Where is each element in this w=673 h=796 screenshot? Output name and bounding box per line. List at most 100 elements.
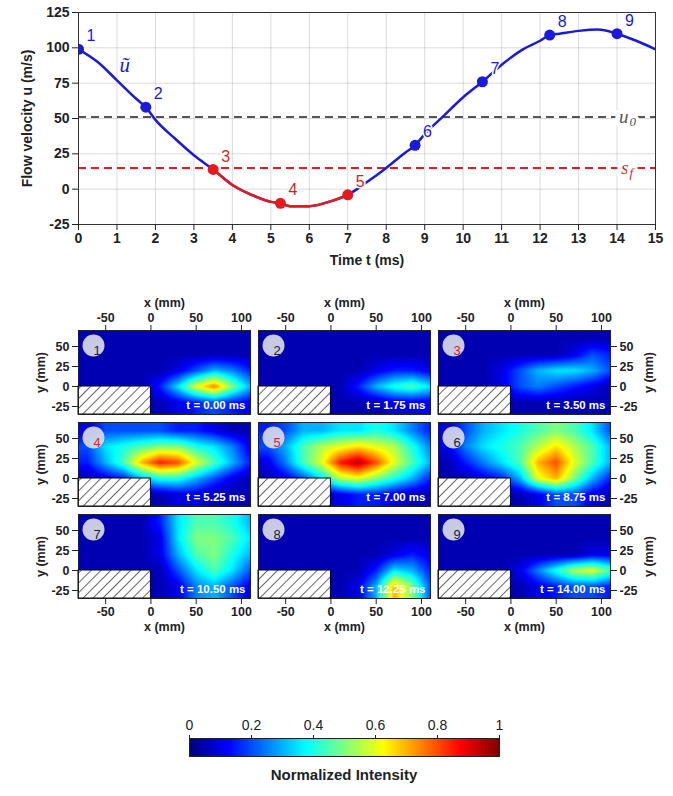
svg-text:-50: -50 xyxy=(277,605,295,619)
svg-text:10: 10 xyxy=(455,230,471,246)
svg-text:3: 3 xyxy=(190,230,198,246)
svg-text:y (mm): y (mm) xyxy=(642,352,656,393)
svg-text:100: 100 xyxy=(231,311,252,325)
svg-text:4: 4 xyxy=(94,435,101,450)
svg-text:0.8: 0.8 xyxy=(428,717,448,733)
svg-text:0.6: 0.6 xyxy=(366,717,386,733)
svg-text:0: 0 xyxy=(147,605,154,619)
svg-text:u: u xyxy=(619,106,629,127)
svg-text:f: f xyxy=(630,165,636,180)
svg-text:0: 0 xyxy=(507,605,514,619)
svg-text:y (mm): y (mm) xyxy=(34,444,48,485)
svg-text:50: 50 xyxy=(549,605,563,619)
svg-text:7: 7 xyxy=(490,60,499,77)
svg-text:100: 100 xyxy=(411,311,432,325)
svg-text:125: 125 xyxy=(46,4,70,20)
svg-text:t = 10.50 ms: t = 10.50 ms xyxy=(180,583,246,595)
svg-text:t = 14.00 ms: t = 14.00 ms xyxy=(540,583,606,595)
svg-text:t = 3.50 ms: t = 3.50 ms xyxy=(546,399,605,411)
svg-text:12: 12 xyxy=(532,230,548,246)
svg-text:-50: -50 xyxy=(457,311,475,325)
svg-text:-50: -50 xyxy=(457,605,475,619)
svg-text:5: 5 xyxy=(267,230,275,246)
svg-text:0: 0 xyxy=(62,181,70,197)
svg-text:0: 0 xyxy=(186,717,194,733)
svg-text:25: 25 xyxy=(620,544,634,558)
svg-text:25: 25 xyxy=(620,360,634,374)
svg-text:8: 8 xyxy=(382,230,390,246)
svg-text:100: 100 xyxy=(591,311,612,325)
svg-text:t = 8.75 ms: t = 8.75 ms xyxy=(546,491,605,503)
svg-text:-25: -25 xyxy=(51,400,69,414)
svg-text:x (mm): x (mm) xyxy=(324,620,365,634)
svg-text:6: 6 xyxy=(305,230,313,246)
svg-text:100: 100 xyxy=(46,39,70,55)
svg-text:s: s xyxy=(621,157,628,178)
svg-text:25: 25 xyxy=(56,360,70,374)
svg-text:4: 4 xyxy=(288,181,297,198)
svg-text:y (mm): y (mm) xyxy=(34,352,48,393)
svg-text:14: 14 xyxy=(609,230,625,246)
svg-text:0: 0 xyxy=(75,230,83,246)
svg-text:t = 0.00 ms: t = 0.00 ms xyxy=(186,399,245,411)
svg-text:ũ: ũ xyxy=(119,53,130,77)
svg-text:0: 0 xyxy=(63,564,70,578)
svg-text:50: 50 xyxy=(620,524,634,538)
svg-text:2: 2 xyxy=(154,85,163,102)
svg-text:0: 0 xyxy=(63,472,70,486)
svg-text:0.4: 0.4 xyxy=(304,717,324,733)
svg-text:50: 50 xyxy=(56,524,70,538)
svg-text:100: 100 xyxy=(411,605,432,619)
svg-text:Time t (ms): Time t (ms) xyxy=(330,252,404,268)
svg-text:75: 75 xyxy=(54,75,70,91)
svg-text:x (mm): x (mm) xyxy=(144,620,185,634)
svg-text:50: 50 xyxy=(369,311,383,325)
svg-text:9: 9 xyxy=(625,12,634,29)
svg-text:50: 50 xyxy=(369,605,383,619)
svg-text:0: 0 xyxy=(507,311,514,325)
svg-text:8: 8 xyxy=(274,527,281,542)
svg-text:7: 7 xyxy=(344,230,352,246)
svg-text:x (mm): x (mm) xyxy=(504,620,545,634)
svg-text:100: 100 xyxy=(591,605,612,619)
svg-text:11: 11 xyxy=(494,230,509,246)
svg-text:50: 50 xyxy=(189,311,203,325)
svg-text:1: 1 xyxy=(87,27,96,44)
svg-text:0: 0 xyxy=(327,605,334,619)
svg-text:-50: -50 xyxy=(277,311,295,325)
svg-text:-25: -25 xyxy=(49,216,69,232)
svg-text:9: 9 xyxy=(421,230,429,246)
svg-text:0: 0 xyxy=(620,564,627,578)
svg-text:50: 50 xyxy=(56,432,70,446)
svg-text:Flow velocity u (m/s): Flow velocity u (m/s) xyxy=(19,50,35,188)
svg-text:8: 8 xyxy=(558,13,567,30)
svg-text:-25: -25 xyxy=(620,400,638,414)
svg-text:0: 0 xyxy=(63,380,70,394)
svg-text:-50: -50 xyxy=(97,605,115,619)
svg-text:2: 2 xyxy=(274,343,281,358)
svg-text:t = 7.00 ms: t = 7.00 ms xyxy=(366,491,425,503)
svg-text:13: 13 xyxy=(571,230,587,246)
svg-text:y (mm): y (mm) xyxy=(642,444,656,485)
svg-text:0: 0 xyxy=(147,311,154,325)
svg-text:2: 2 xyxy=(152,230,160,246)
svg-text:-25: -25 xyxy=(620,492,638,506)
svg-text:0.2: 0.2 xyxy=(242,717,262,733)
svg-text:15: 15 xyxy=(648,230,664,246)
svg-text:1: 1 xyxy=(94,343,101,358)
svg-text:25: 25 xyxy=(56,452,70,466)
svg-text:4: 4 xyxy=(228,230,236,246)
svg-text:x (mm): x (mm) xyxy=(504,296,545,310)
svg-text:-25: -25 xyxy=(620,584,638,598)
svg-text:6: 6 xyxy=(423,123,432,140)
svg-text:7: 7 xyxy=(94,527,101,542)
svg-text:-25: -25 xyxy=(51,584,69,598)
svg-text:5: 5 xyxy=(356,173,365,190)
svg-text:3: 3 xyxy=(454,343,461,358)
svg-text:25: 25 xyxy=(56,544,70,558)
svg-text:50: 50 xyxy=(620,340,634,354)
svg-text:y (mm): y (mm) xyxy=(642,536,656,577)
svg-text:t = 12.25 ms: t = 12.25 ms xyxy=(360,583,426,595)
svg-text:50: 50 xyxy=(54,110,70,126)
svg-text:-50: -50 xyxy=(97,311,115,325)
